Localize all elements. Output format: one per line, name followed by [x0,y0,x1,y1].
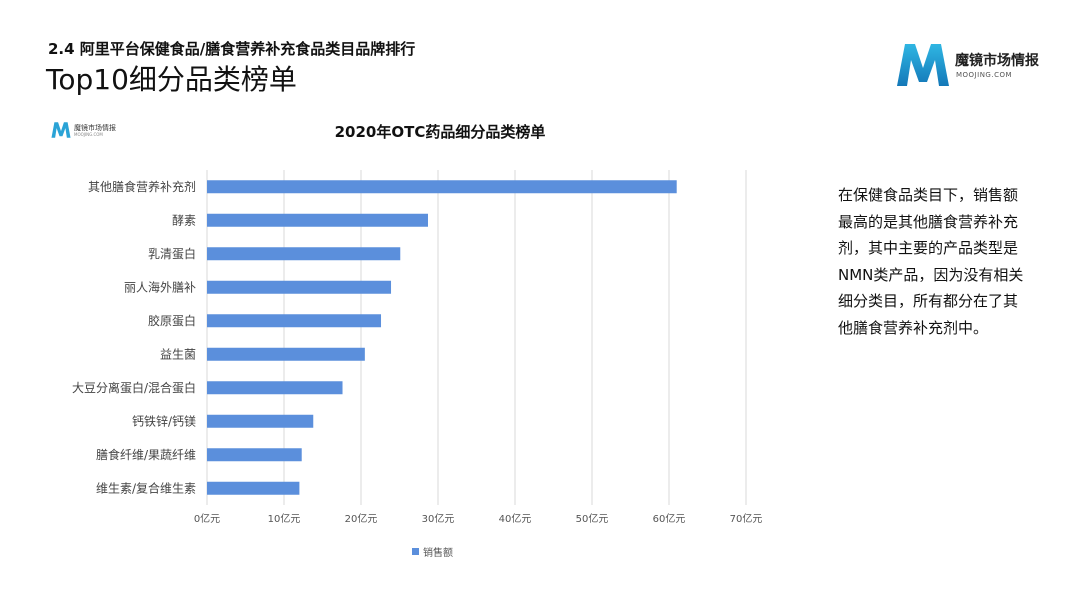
category-label: 酵素 [172,213,196,227]
category-label: 益生菌 [160,347,196,361]
m-logo-icon [897,44,949,86]
legend-label: 销售额 [423,548,453,559]
category-label: 大豆分离蛋白/混合蛋白 [72,380,196,395]
section-title: 2.4 阿里平台保健食品/膳食营养补充食品类目品牌排行 [48,40,416,58]
category-label: 维生素/复合维生素 [96,480,196,495]
bar [207,180,677,194]
x-tick-label: 30亿元 [422,512,455,525]
chart-brand-logo: 魔镜市场情报 MOOJING.COM [50,120,130,142]
x-tick-label: 60亿元 [653,512,686,525]
category-label: 钙铁锌/钙镁 [132,414,196,428]
bar [207,414,314,428]
category-label: 丽人海外膳补 [124,279,196,294]
bar [207,314,382,328]
category-label: 膳食纤维/果蔬纤维 [96,447,196,462]
x-tick-label: 0亿元 [194,512,220,525]
brand-logo: 魔镜市场情报 MOOJING.COM [893,40,1053,92]
bar [207,481,300,495]
category-label: 乳清蛋白 [148,246,196,261]
brand-name: 魔镜市场情报 [955,53,1039,69]
bar [207,213,428,227]
bar [207,280,392,294]
chart-legend: 销售额 [412,544,453,559]
chart-brand-name: 魔镜市场情报 [74,124,116,132]
x-tick-label: 20亿元 [345,512,378,525]
bar [207,347,365,361]
bar [207,448,302,462]
page-title: Top10细分品类榜单 [46,63,297,96]
x-tick-label: 70亿元 [730,512,763,525]
category-label: 其他膳食营养补充剂 [88,179,196,194]
bar [207,247,401,261]
x-tick-label: 10亿元 [268,512,301,525]
chart-title: 2020年OTC药品细分品类榜单 [334,123,546,141]
legend-swatch [412,548,419,555]
category-label: 胶原蛋白 [148,313,196,328]
bar [207,381,343,395]
description-text: 在保健食品类目下，销售额最高的是其他膳食营养补充剂，其中主要的产品类型是NMN类… [838,186,1024,337]
x-tick-label: 40亿元 [499,512,532,525]
x-tick-label: 50亿元 [576,512,609,525]
m-logo-small-icon [51,122,71,138]
chart-brand-url: MOOJING.COM [74,132,103,137]
brand-url: MOOJING.COM [956,71,1013,79]
